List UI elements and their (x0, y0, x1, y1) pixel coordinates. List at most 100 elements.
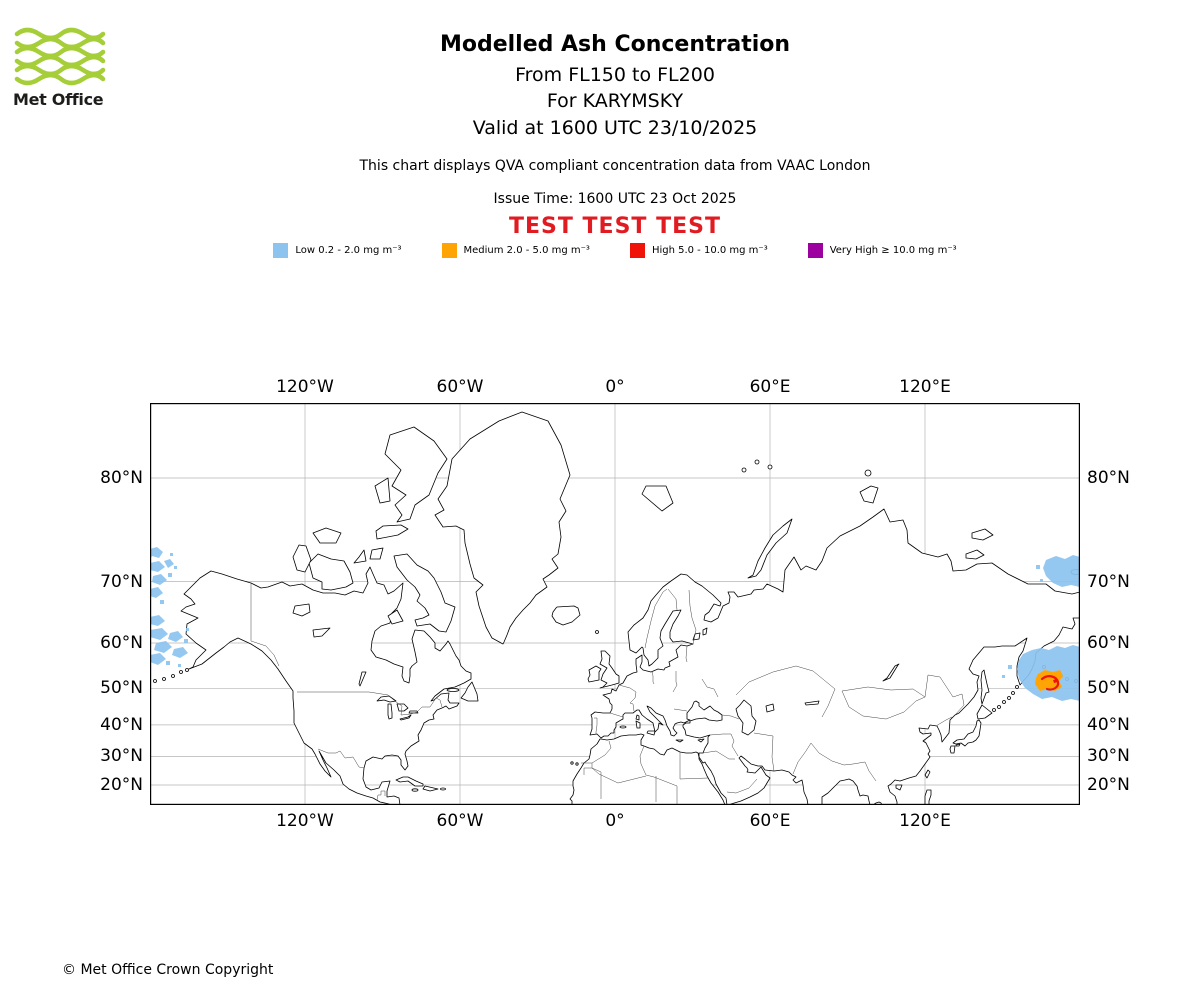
canary-islands (570, 761, 574, 765)
legend-item-high: High 5.0 - 10.0 mg m⁻³ (629, 243, 768, 258)
lake-erie (399, 714, 412, 721)
lake-winnipeg (358, 671, 367, 687)
ash-high-patch (1053, 679, 1058, 683)
franz-josef-land (741, 467, 747, 473)
ellesmere-island (384, 426, 448, 523)
high-swatch (629, 243, 645, 258)
low-swatch (273, 243, 289, 258)
lat-label-left: 60°N (100, 633, 143, 653)
medium-swatch (441, 243, 457, 258)
lat-label-left: 50°N (100, 678, 143, 698)
met-office-logo (14, 27, 106, 86)
newfoundland (460, 681, 479, 702)
canary-islands (575, 762, 579, 766)
page-title: Modelled Ash Concentration (439, 32, 791, 57)
very-high-swatch (807, 243, 823, 258)
lon-label-bottom: 60°E (749, 811, 791, 831)
balearic-islands (619, 725, 627, 729)
africa (569, 733, 726, 805)
lake-huron (396, 703, 409, 712)
lat-label-left: 70°N (100, 572, 143, 592)
valid-time-subtitle: Valid at 1600 UTC 23/10/2025 (472, 117, 758, 139)
lake-onega (702, 627, 708, 636)
lon-label-bottom: 120°W (276, 811, 334, 831)
lat-label-right: 50°N (1087, 678, 1130, 698)
puerto-rico (440, 787, 446, 791)
copyright: © Met Office Crown Copyright (62, 962, 274, 978)
lon-label-top: 60°E (749, 377, 791, 397)
banks-island (292, 544, 312, 573)
hispaniola (422, 785, 439, 792)
lat-label-left: 20°N (100, 775, 143, 795)
sakhalin (980, 669, 990, 705)
logo-waves (14, 27, 106, 86)
legend-item-very-high: Very High ≥ 10.0 mg m⁻³ (807, 243, 957, 258)
new-siberian-islands (971, 528, 994, 541)
north-america (180, 566, 472, 805)
corsica (635, 714, 640, 721)
lat-label-left: 40°N (100, 715, 143, 735)
great-britain (599, 650, 620, 689)
caspian-sea (735, 699, 757, 736)
world-map (150, 403, 1080, 805)
eurasia (589, 508, 1080, 805)
iceland (551, 605, 581, 626)
legend: Low 0.2 - 2.0 mg m⁻³ Medium 2.0 - 5.0 mg … (30, 243, 1200, 258)
baffin-island (393, 553, 456, 633)
lon-label-bottom: 120°E (899, 811, 951, 831)
lat-label-right: 80°N (1087, 468, 1130, 488)
great-bear-lake (292, 603, 311, 617)
severnaya-zemlya (859, 485, 879, 504)
lakes (292, 603, 900, 736)
lat-label-left: 30°N (100, 746, 143, 766)
lat-label-right: 30°N (1087, 746, 1130, 766)
lake-baikal (882, 663, 900, 682)
legend-label: Low 0.2 - 2.0 mg m⁻³ (295, 245, 402, 256)
legend-item-medium: Medium 2.0 - 5.0 mg m⁻³ (441, 243, 590, 258)
lake-michigan (387, 703, 393, 720)
franz-josef-land (767, 464, 773, 470)
sardinia (635, 720, 641, 729)
legend-label: Medium 2.0 - 5.0 mg m⁻³ (463, 245, 590, 256)
jamaica (411, 788, 419, 792)
somerset-island (369, 547, 384, 560)
lon-label-top: 0° (605, 377, 625, 397)
lat-label-right: 60°N (1087, 633, 1130, 653)
lat-label-left: 80°N (100, 468, 143, 488)
prince-of-wales-island (353, 549, 367, 564)
cuba (395, 776, 424, 787)
lon-label-top: 120°W (276, 377, 334, 397)
axel-heiberg-island (374, 477, 391, 504)
severnaya-zemlya (864, 469, 872, 477)
lat-label-right: 70°N (1087, 572, 1130, 592)
greenland (434, 411, 571, 645)
hokkaido (976, 704, 993, 720)
ash-high-layer (1040, 675, 1060, 691)
ash-medium-kamchatka (1035, 670, 1063, 691)
honshu (952, 719, 982, 747)
crete (675, 739, 684, 743)
great-slave-lake (312, 627, 331, 638)
issue-time: Issue Time: 1600 UTC 23 Oct 2025 (493, 191, 737, 207)
country-borders (250, 583, 965, 805)
shikoku (955, 743, 961, 747)
qva-note: This chart displays QVA compliant concen… (359, 158, 871, 174)
ash-medium-layer (1035, 670, 1063, 691)
cyprus (697, 738, 705, 743)
lake-superior (376, 695, 397, 703)
taiwan (924, 769, 931, 779)
southampton-island (387, 609, 404, 625)
franz-josef-land (754, 459, 760, 465)
lon-label-top: 120°E (899, 377, 951, 397)
lake-balkhash (804, 700, 820, 706)
lat-label-right: 20°N (1087, 775, 1130, 795)
faroe-islands (595, 630, 599, 634)
new-siberian-islands (965, 549, 985, 560)
logo-wordmark: Met Office (13, 90, 104, 109)
lon-label-bottom: 60°W (436, 811, 484, 831)
svalbard (641, 485, 674, 512)
kyushu (949, 745, 956, 754)
lon-label-top: 60°W (436, 377, 484, 397)
legend-label: Very High ≥ 10.0 mg m⁻³ (829, 245, 957, 256)
